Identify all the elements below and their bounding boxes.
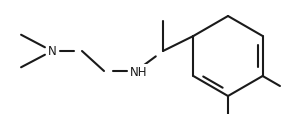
Text: NH: NH — [130, 65, 148, 78]
Text: N: N — [48, 45, 56, 58]
